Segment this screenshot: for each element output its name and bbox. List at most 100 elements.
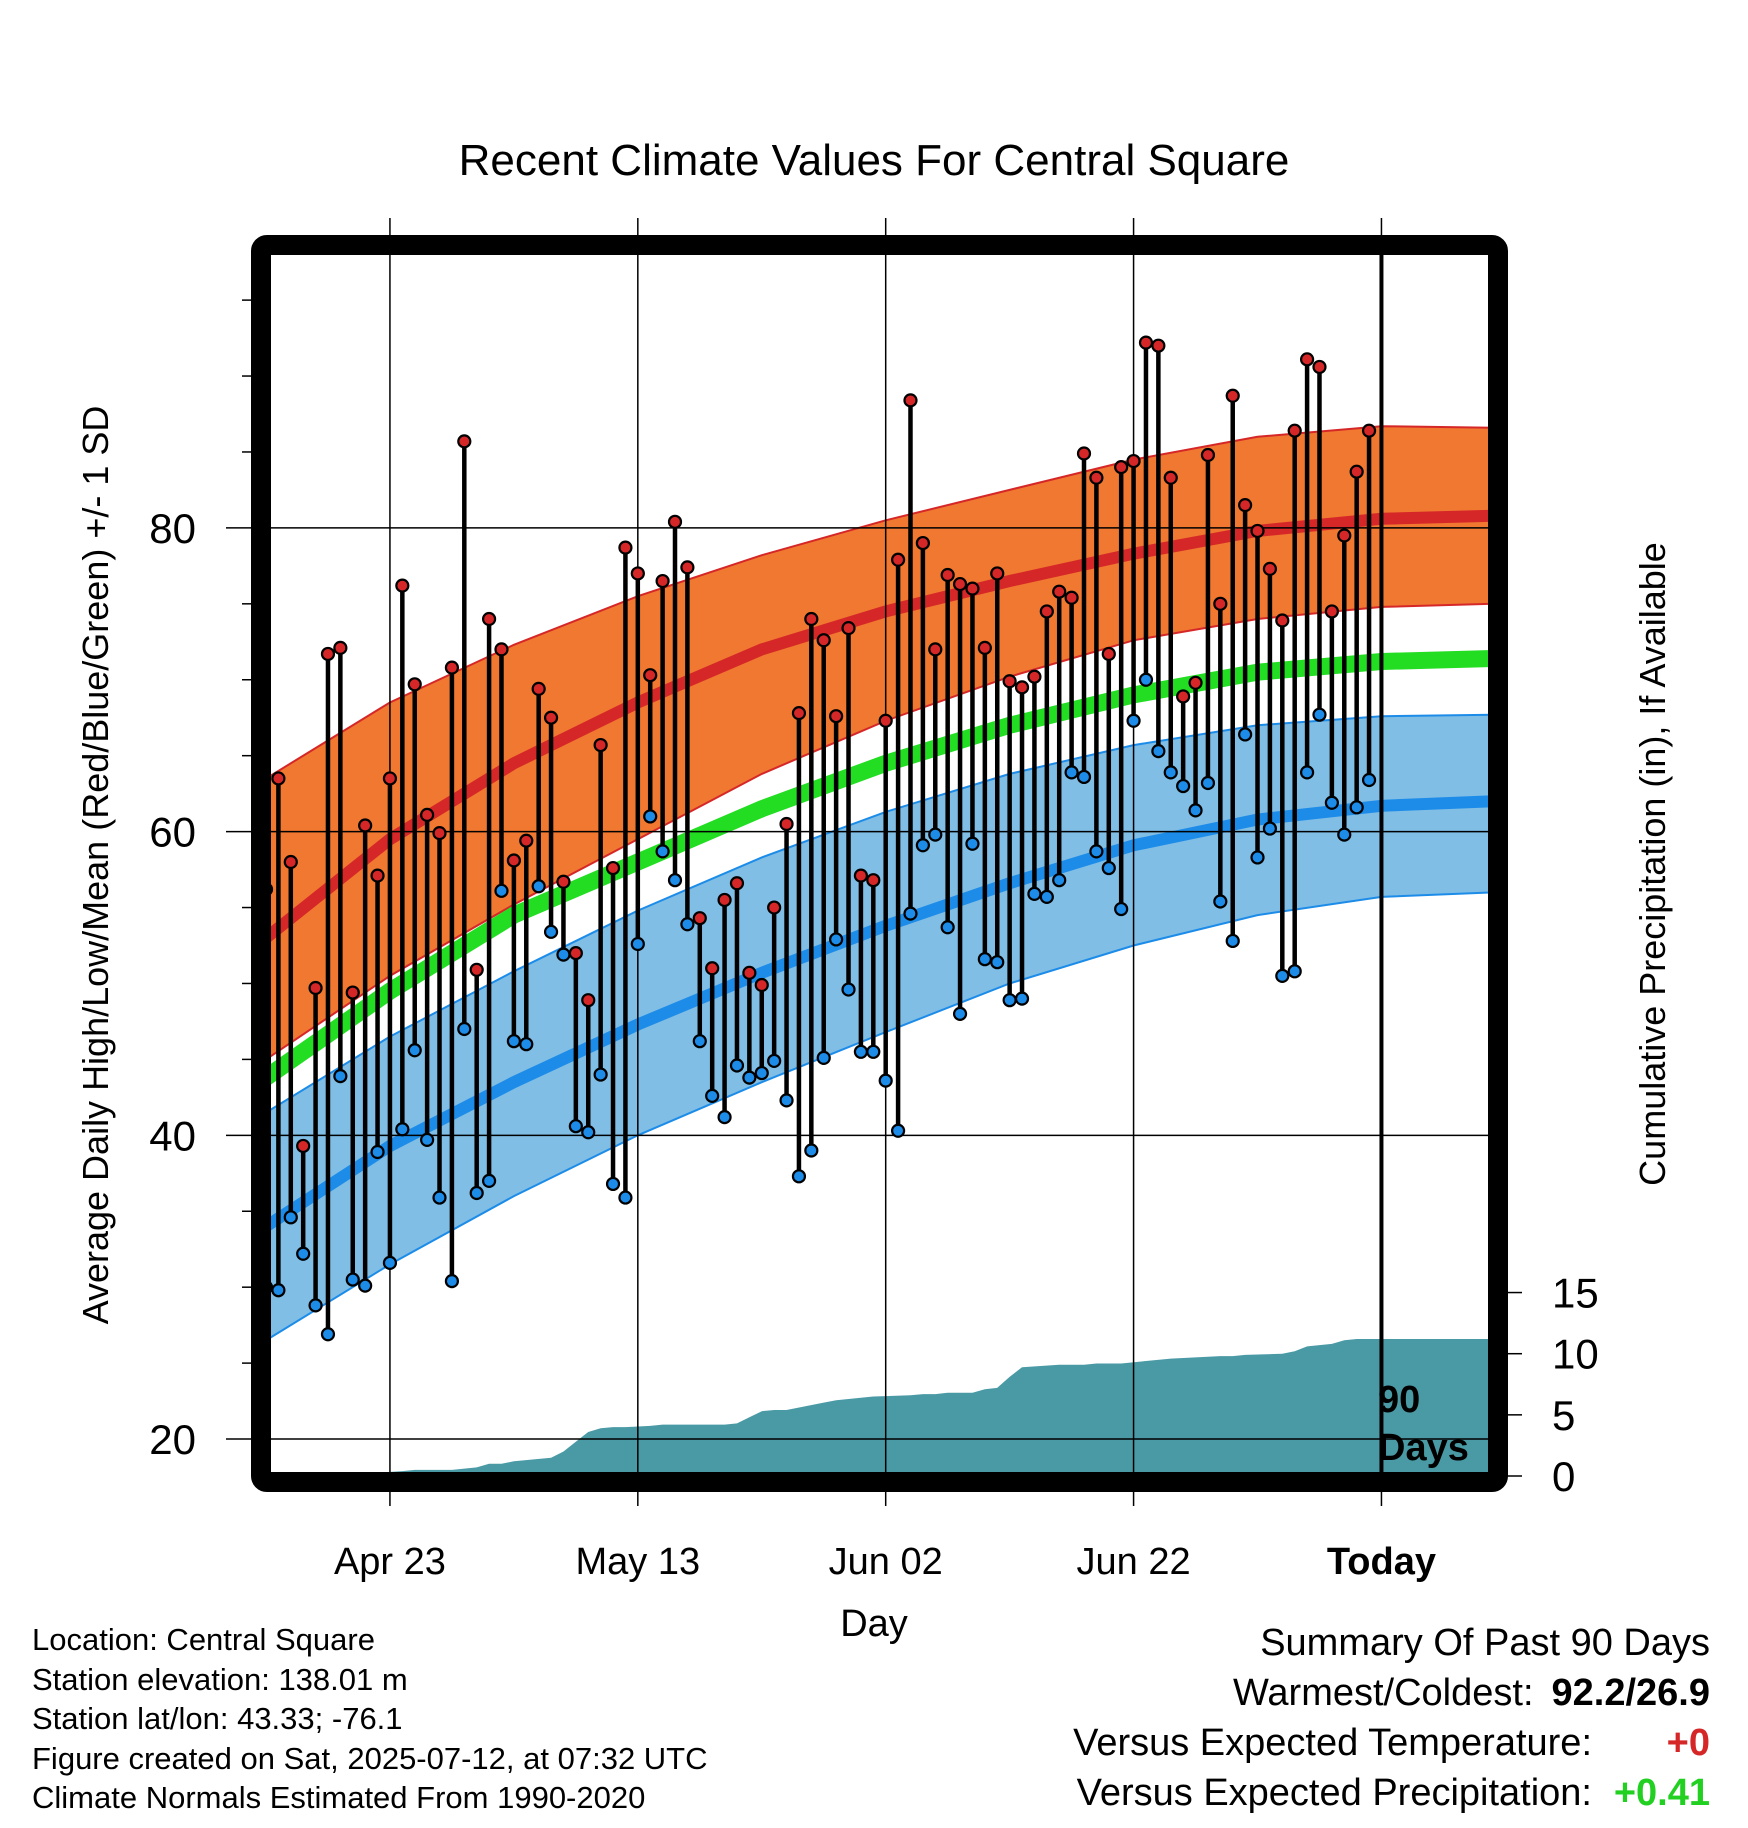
daily-high-point [407,677,422,692]
created-text: Figure created on Sat, 2025-07-12, at 07… [32,1740,708,1776]
daily-low-point [1014,991,1030,1006]
daily-low-point [1176,778,1191,794]
daily-low-point [1052,873,1067,888]
daily-high-point [506,853,521,868]
daily-high-point [829,709,844,724]
daily-high-point [804,611,819,627]
daily-high-point [705,961,720,976]
daily-low-point [630,936,645,952]
daily-high-point [568,945,583,961]
y-left-tick-label: 20 [149,1416,196,1463]
daily-low-point [457,1021,472,1037]
daily-low-point [841,982,856,997]
daily-low-point [667,873,683,888]
x-tick-label: Today [1327,1541,1436,1583]
daily-high-point [952,576,968,592]
daily-low-point [816,1050,831,1065]
warm-cold-label: Warmest/Coldest: [1232,1672,1534,1714]
daily-low-point [1101,860,1116,876]
daily-low-point [618,1190,633,1205]
daily-low-point [370,1144,385,1160]
daily-high-point [1076,446,1092,461]
daily-high-point [308,980,323,996]
precip-area [352,1339,1493,1476]
daily-high-point [667,514,683,529]
latlon-text: Station lat/lon: 43.33; -76.1 [32,1701,403,1736]
daily-high-point [1002,674,1017,689]
daily-high-point [915,535,930,551]
daily-low-point [729,1058,745,1073]
daily-low-point [940,920,955,935]
chart-title: Recent Climate Values For Central Square [459,136,1290,185]
daily-low-point [742,1070,757,1085]
daily-low-point [1188,803,1203,818]
daily-low-point [1114,901,1129,917]
daily-high-point [1324,604,1339,619]
daily-low-point [320,1327,336,1342]
temp-label: Versus Expected Temperature: [1073,1722,1592,1764]
x-tick-label: Jun 02 [829,1541,943,1583]
daily-low-point [804,1143,819,1158]
daily-high-point [556,874,571,889]
low-sd-band [266,713,1493,1342]
daily-high-point [754,977,769,993]
daily-high-point [680,560,695,575]
daily-low-point [358,1278,373,1293]
daily-low-point [1200,775,1216,791]
daily-low-point [1324,795,1339,810]
daily-high-point [990,566,1005,581]
today-marker-days-word: Days [1378,1427,1469,1469]
daily-low-point [519,1037,534,1052]
precip-value: +0.41 [1613,1772,1710,1814]
daily-high-point [767,900,782,915]
daily-high-point [1176,689,1191,704]
daily-high-point [1213,596,1228,611]
daily-high-point [543,710,559,725]
daily-low-point [1163,765,1178,780]
daily-high-point [1052,584,1067,599]
daily-low-point [481,1173,497,1188]
daily-high-point [1188,675,1203,690]
daily-low-point [977,952,992,967]
daily-high-point [1089,470,1104,485]
daily-high-point [1361,423,1377,438]
daily-high-point [1126,453,1141,469]
daily-high-point [643,668,658,683]
daily-low-point [829,932,844,947]
daily-high-point [333,640,348,655]
daily-low-point [1002,993,1017,1008]
daily-low-point [717,1110,732,1125]
daily-high-point [729,876,745,891]
daily-high-point [1287,423,1302,438]
daily-low-point [952,1006,968,1021]
daily-high-point [779,816,794,832]
daily-low-point [1250,850,1265,865]
daily-high-point [1337,528,1352,543]
daily-low-point [655,844,670,859]
daily-high-point [1138,335,1154,350]
station-info: Location: Central Square Station elevati… [32,1620,708,1818]
daily-high-point [1299,352,1315,367]
daily-high-point [1064,590,1079,605]
daily-high-point [1014,680,1030,695]
daily-low-point [915,838,930,853]
daily-high-point [866,873,881,888]
elevation-text: Station elevation: 138.01 m [32,1661,408,1697]
daily-low-point [853,1044,869,1059]
daily-high-point [1101,646,1116,662]
daily-low-point [1337,827,1352,842]
daily-low-point [692,1034,707,1049]
summary-temp: Versus Expected Temperature: +0 [1073,1718,1710,1768]
daily-low-point [791,1169,807,1184]
daily-low-point [345,1272,360,1287]
daily-low-point [568,1119,583,1134]
x-axis-label: Day [840,1603,908,1645]
daily-low-point [1064,765,1079,780]
daily-high-point [841,621,856,636]
daily-high-point [1039,604,1054,619]
y-left-tick-label: 80 [149,505,196,552]
daily-high-point [618,540,633,555]
daily-high-point [1027,669,1042,684]
daily-high-point [494,642,509,657]
daily-high-point [717,892,732,908]
